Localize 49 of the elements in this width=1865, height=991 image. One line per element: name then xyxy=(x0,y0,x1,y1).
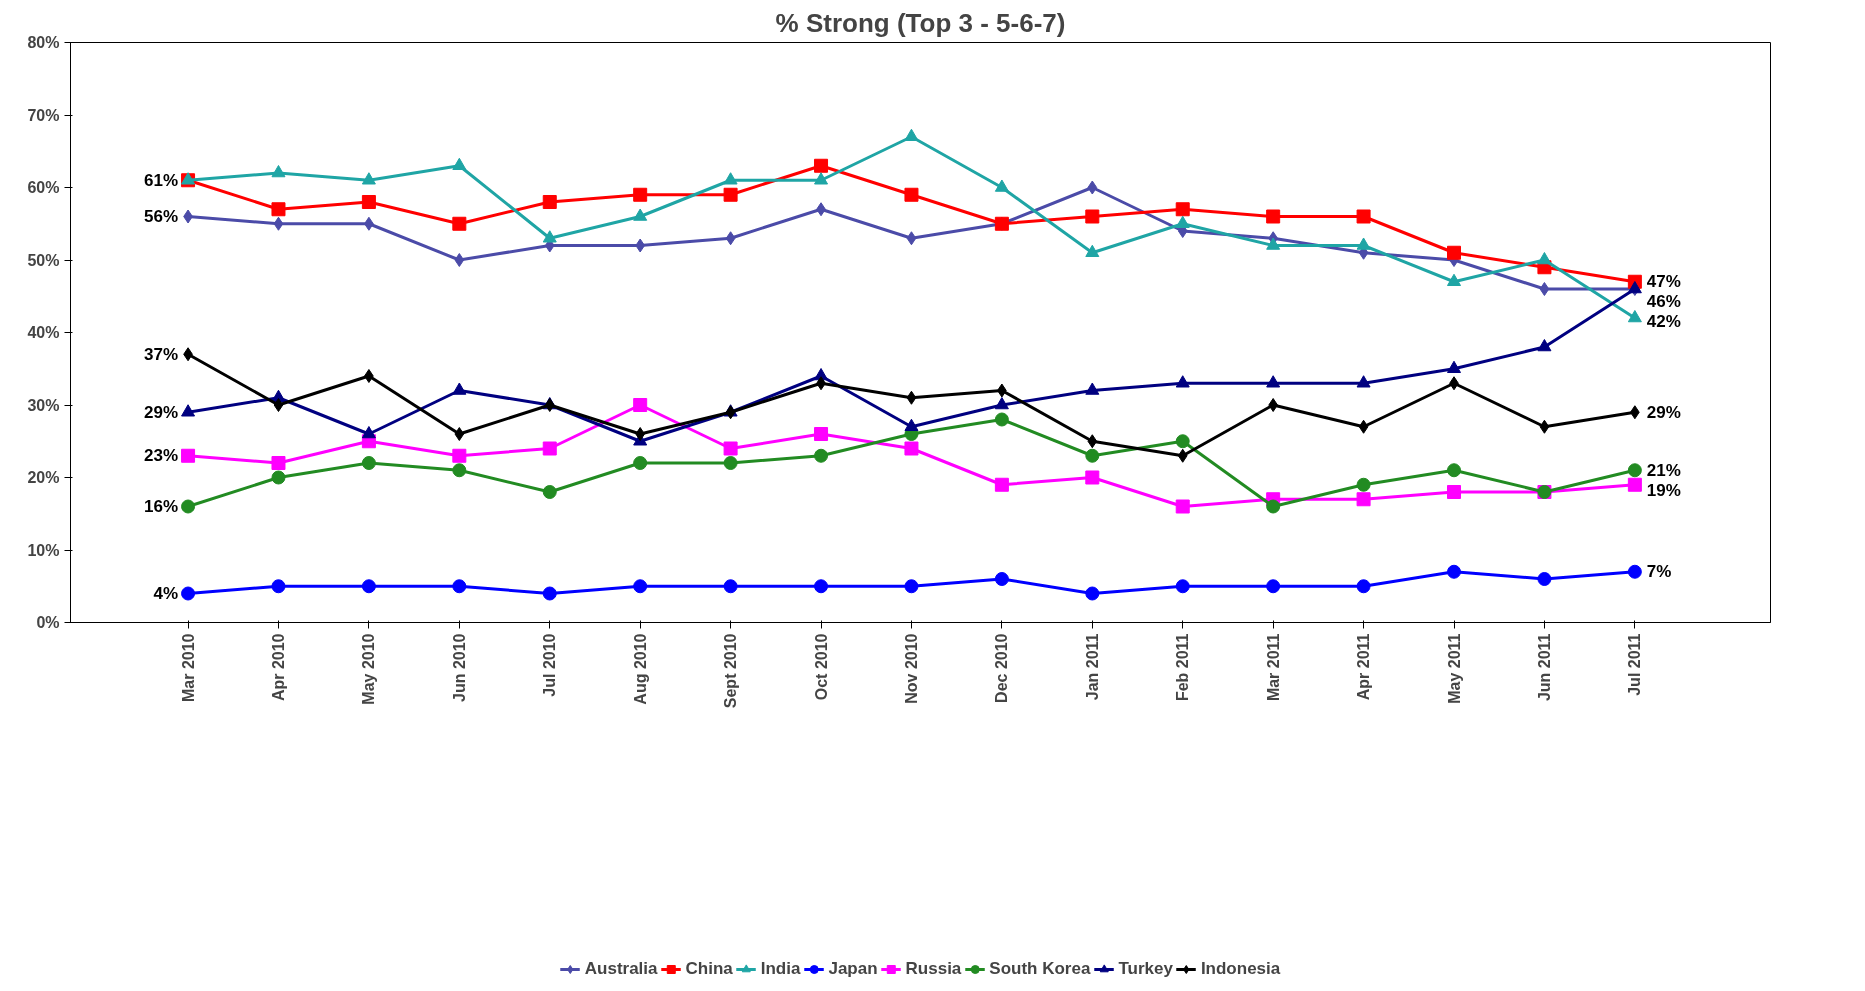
y-tick-label: 70% xyxy=(27,106,60,124)
x-tick-label: Mar 2010 xyxy=(179,633,197,702)
legend-label: Indonesia xyxy=(1200,959,1281,979)
y-tick-label: 10% xyxy=(27,541,60,559)
legend-label: Russia xyxy=(905,959,962,979)
data-label: 7% xyxy=(1646,562,1672,582)
x-tick-label: Jun 2010 xyxy=(450,633,468,702)
data-label: 29% xyxy=(144,402,179,422)
x-tick-label: Feb 2011 xyxy=(1174,633,1192,702)
legend-label: Turkey xyxy=(1118,959,1173,979)
x-tick-label: Apr 2010 xyxy=(269,633,287,702)
data-label: 61% xyxy=(144,170,179,190)
x-tick-label: Mar 2011 xyxy=(1264,633,1282,702)
data-label: 29% xyxy=(1646,402,1681,422)
legend-label: Japan xyxy=(828,959,878,979)
legend-label: Australia xyxy=(584,959,658,979)
y-tick-label: 40% xyxy=(27,324,60,341)
x-tick-label: Jan 2011 xyxy=(1083,633,1101,701)
x-tick-label: Oct 2010 xyxy=(812,633,830,701)
x-tick-label: Sept 2010 xyxy=(722,633,740,709)
x-tick-label: May 2011 xyxy=(1445,633,1463,704)
y-tick-label: 0% xyxy=(36,614,60,631)
y-tick-label: 30% xyxy=(27,396,60,414)
x-tick-label: Apr 2011 xyxy=(1355,633,1373,701)
data-label: 21% xyxy=(1646,460,1681,480)
legend-label: South Korea xyxy=(989,959,1091,979)
x-tick-label: May 2010 xyxy=(360,633,378,705)
x-tick-label: Jul 2011 xyxy=(1626,633,1644,696)
legend-label: India xyxy=(760,959,801,979)
data-label: 16% xyxy=(144,497,179,516)
data-label: 42% xyxy=(1646,312,1681,332)
data-label: 23% xyxy=(144,446,179,466)
data-label: 46% xyxy=(1646,292,1681,312)
legend-label: China xyxy=(685,959,733,979)
x-tick-label: Nov 2010 xyxy=(902,633,920,704)
data-label: 56% xyxy=(144,207,179,226)
data-label: 19% xyxy=(1646,480,1681,500)
data-label: 47% xyxy=(1646,272,1681,292)
x-tick-label: Jul 2010 xyxy=(541,633,559,697)
data-label: 37% xyxy=(144,344,179,364)
y-tick-label: 80% xyxy=(27,34,60,51)
data-label: 4% xyxy=(153,584,179,603)
y-tick-label: 20% xyxy=(27,469,60,486)
y-tick-label: 50% xyxy=(27,251,60,269)
x-tick-label: Jun 2011 xyxy=(1535,633,1553,702)
y-tick-label: 60% xyxy=(27,179,60,196)
x-tick-label: Aug 2010 xyxy=(631,633,649,705)
chart-title: % Strong (Top 3 - 5-6-7) xyxy=(775,7,1066,38)
x-tick-label: Dec 2010 xyxy=(993,633,1011,703)
